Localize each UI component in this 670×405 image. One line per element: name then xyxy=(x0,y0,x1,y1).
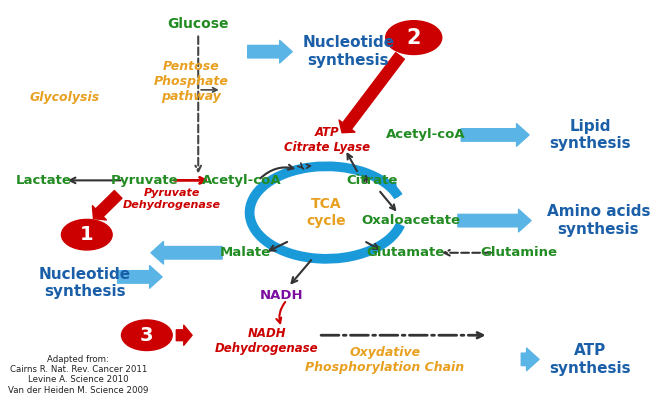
Text: Glycolysis: Glycolysis xyxy=(29,92,100,104)
Text: Pyruvate
Dehydrogenase: Pyruvate Dehydrogenase xyxy=(123,188,220,210)
Text: 1: 1 xyxy=(80,225,94,244)
Text: ATP
Citrate Lyase: ATP Citrate Lyase xyxy=(284,126,370,154)
Text: Malate: Malate xyxy=(219,246,271,259)
Text: Citrate: Citrate xyxy=(346,174,397,187)
Text: Oxaloacetate: Oxaloacetate xyxy=(361,214,460,227)
Text: NADH: NADH xyxy=(260,288,304,301)
Text: Acetyl-coA: Acetyl-coA xyxy=(202,174,281,187)
Text: Pentose
Phosphate
pathway: Pentose Phosphate pathway xyxy=(154,60,229,103)
Text: 2: 2 xyxy=(407,28,421,48)
Text: Pyruvate: Pyruvate xyxy=(111,174,179,187)
Text: NADH
Dehydrogenase: NADH Dehydrogenase xyxy=(215,327,319,355)
Text: 3: 3 xyxy=(140,326,153,345)
Text: Glucose: Glucose xyxy=(168,17,229,30)
Text: Lipid
synthesis: Lipid synthesis xyxy=(549,119,630,151)
Text: Acetyl-coA: Acetyl-coA xyxy=(386,128,466,141)
Text: Glutamine: Glutamine xyxy=(480,246,557,259)
Text: Oxydative
Phosphorylation Chain: Oxydative Phosphorylation Chain xyxy=(306,346,464,374)
Text: Lactate: Lactate xyxy=(15,174,72,187)
Text: TCA
cycle: TCA cycle xyxy=(306,198,346,228)
Circle shape xyxy=(62,220,112,250)
Text: ATP
synthesis: ATP synthesis xyxy=(549,343,630,375)
Text: Adapted from:
Cairns R. Nat. Rev. Cancer 2011
Levine A. Science 2010
Van der Hei: Adapted from: Cairns R. Nat. Rev. Cancer… xyxy=(8,354,149,395)
Text: Glutamate: Glutamate xyxy=(366,246,444,259)
Circle shape xyxy=(121,320,172,350)
Text: Nucleotide
synthesis: Nucleotide synthesis xyxy=(39,267,131,299)
Text: Amino acids
synthesis: Amino acids synthesis xyxy=(547,205,651,237)
Circle shape xyxy=(386,21,442,55)
Text: Nucleotide
synthesis: Nucleotide synthesis xyxy=(302,36,395,68)
